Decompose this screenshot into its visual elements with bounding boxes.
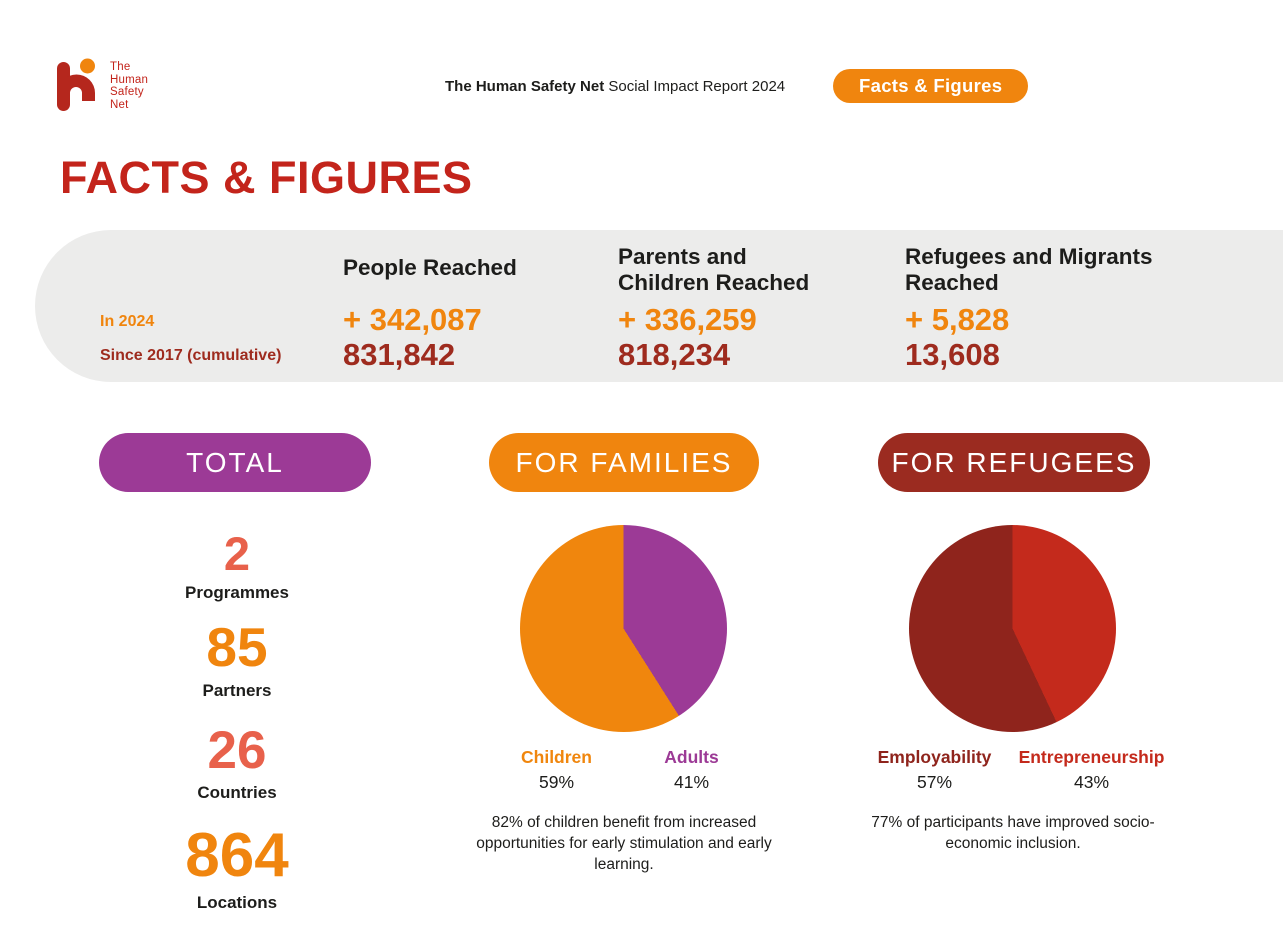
legend-percent: 41%: [673, 772, 710, 792]
section-pill-for-families: FOR FAMILIES: [489, 433, 759, 492]
column-header: People Reached: [343, 255, 517, 281]
column-header-line: Children Reached: [618, 270, 810, 295]
column-header: Refugees and Migrants Reached: [905, 244, 1153, 296]
logo-line: Safety: [110, 86, 144, 98]
legend-percent: 57%: [916, 772, 953, 792]
stat-value-countries: 26: [207, 721, 267, 780]
value-in-2024: + 336,259: [618, 302, 757, 337]
report-title-rest: Social Impact Report 2024: [604, 78, 786, 95]
legend-label: Entrepreneurship: [1018, 747, 1165, 767]
summary-banner: In 2024 Since 2017 (cumulative) People R…: [35, 230, 1283, 382]
value-cumulative: 13,608: [905, 337, 1000, 372]
column-header: Parents and Children Reached: [618, 244, 809, 296]
column-header-line: Parents and: [618, 244, 747, 269]
column-header-line: Reached: [905, 270, 999, 295]
legend-percent: 43%: [1073, 772, 1110, 792]
column-header-line: People Reached: [343, 255, 517, 280]
value-in-2024: + 342,087: [343, 302, 482, 337]
refugees-caption: 77% of participants have improved socio-…: [871, 814, 1155, 852]
stat-label-locations: Locations: [196, 893, 278, 912]
families-pie-chart: [520, 525, 727, 732]
column-header-line: Refugees and Migrants: [905, 244, 1153, 269]
hsn-logo-wordmark: The Human Safety Net: [110, 58, 148, 114]
logo-line: Net: [110, 98, 129, 111]
legend-item-employability: Employability 57%: [856, 747, 1013, 793]
stat-value-locations: 864: [185, 821, 289, 890]
legend-label: Children: [521, 747, 592, 767]
hsn-logo-icon: [57, 58, 95, 111]
hsn-logo: The Human Safety Net: [57, 58, 148, 114]
legend-item-children: Children 59%: [489, 747, 624, 793]
stat-label-countries: Countries: [197, 783, 277, 802]
refugees-pie-chart: [909, 525, 1116, 732]
refugees-legend: Employability 57% Entrepreneurship 43%: [856, 747, 1170, 793]
page-title: FACTS & FIGURES: [60, 152, 473, 203]
row-label-since-2017: Since 2017 (cumulative): [100, 347, 282, 364]
total-stats: 2 Programmes 85 Partners 26 Countries 86…: [137, 530, 337, 913]
facts-figures-badge: Facts & Figures: [833, 69, 1029, 103]
row-label-in-2024: In 2024: [100, 313, 155, 330]
value-cumulative: 818,234: [618, 337, 731, 372]
value-cumulative: 831,842: [343, 337, 456, 372]
logo-line: Human: [110, 73, 149, 86]
stat-label-partners: Partners: [202, 681, 272, 700]
report-title-bold: The Human Safety Net: [445, 78, 605, 95]
legend-label: Employability: [877, 747, 992, 767]
legend-item-entrepreneurship: Entrepreneurship 43%: [1013, 747, 1170, 793]
families-caption: 82% of children benefit from increased o…: [476, 814, 772, 873]
stat-label-programmes: Programmes: [185, 583, 289, 602]
section-pill-total: TOTAL: [99, 433, 371, 492]
report-title: The Human Safety Net Social Impact Repor…: [445, 78, 785, 95]
stat-value-partners: 85: [206, 616, 268, 678]
legend-label: Adults: [664, 747, 719, 767]
legend-item-adults: Adults 41%: [624, 747, 759, 793]
families-legend: Children 59% Adults 41%: [489, 747, 759, 793]
stat-value-programmes: 2: [223, 527, 251, 580]
section-pill-for-refugees: FOR REFUGEES: [878, 433, 1150, 492]
legend-percent: 59%: [538, 772, 575, 792]
value-in-2024: + 5,828: [905, 302, 1010, 337]
logo-line: The: [110, 61, 131, 73]
